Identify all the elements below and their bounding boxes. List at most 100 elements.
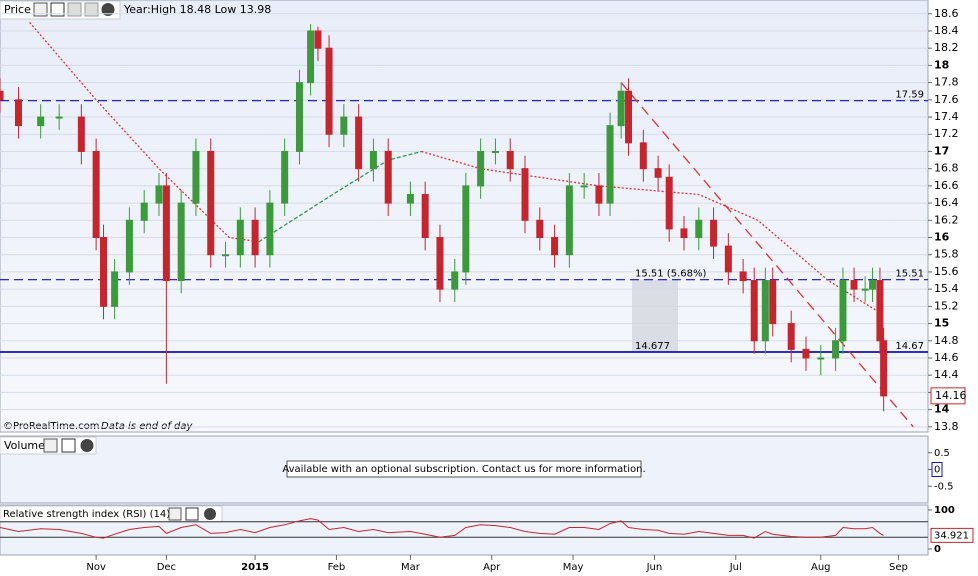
candle-body xyxy=(314,30,322,49)
settings-icon[interactable] xyxy=(43,438,58,453)
candle-body xyxy=(536,219,544,239)
close-icon[interactable] xyxy=(204,508,216,520)
candle-body xyxy=(695,219,703,239)
rsi-panel xyxy=(0,504,929,556)
candle-body xyxy=(100,237,108,307)
candle-body xyxy=(266,202,274,256)
window-icon[interactable] xyxy=(61,438,76,453)
candle-body xyxy=(724,245,732,273)
candle-body xyxy=(832,340,840,359)
y-tick-label: 0.5 xyxy=(934,448,950,459)
candle-body xyxy=(140,202,148,221)
y-tick-label: 16.4 xyxy=(934,196,959,209)
x-tick-label: Nov xyxy=(86,562,106,573)
y-tick-label: 17 xyxy=(934,144,949,157)
candle-body xyxy=(850,280,858,290)
candle-body xyxy=(369,150,377,170)
x-tick-label: Apr xyxy=(483,562,501,573)
candle-body xyxy=(665,176,673,230)
year-high-low: Year:High 18.48 Low 13.98 xyxy=(123,3,271,16)
settings-icon[interactable] xyxy=(33,2,48,17)
subscription-message: Available with an optional subscription.… xyxy=(282,464,645,475)
rsi-title: Relative strength index (RSI) (14) xyxy=(3,509,170,520)
candle-body xyxy=(817,357,825,360)
moving-average xyxy=(29,21,259,243)
candle-body xyxy=(750,280,758,342)
candle-body xyxy=(565,185,573,256)
x-tick-label: Jul xyxy=(729,562,742,573)
candle-body xyxy=(37,116,45,127)
down-icon[interactable] xyxy=(84,2,99,17)
candle-body xyxy=(207,150,215,256)
candle-body xyxy=(451,271,459,290)
candle-body xyxy=(355,116,363,170)
candle-body xyxy=(654,168,662,178)
candle-body xyxy=(162,185,170,282)
range-zone xyxy=(632,279,678,352)
candle-body xyxy=(876,280,884,342)
window-icon[interactable] xyxy=(185,507,199,521)
volume-title: Volume xyxy=(4,439,45,452)
y-tick-label: 17.2 xyxy=(934,127,959,140)
candle-body xyxy=(295,82,303,152)
level-label: 14.67 xyxy=(895,341,924,352)
candle-body xyxy=(710,219,718,247)
window-icon[interactable] xyxy=(50,2,65,17)
up-icon[interactable] xyxy=(67,2,82,17)
candle-body xyxy=(880,340,888,397)
candle-body xyxy=(155,185,163,204)
candle-body xyxy=(192,150,200,204)
candle-body xyxy=(551,237,559,256)
y-tick-label: 17.4 xyxy=(934,110,959,123)
volume-toolbar: Volume xyxy=(0,436,97,455)
candle-body xyxy=(281,150,289,204)
panel-title: Price xyxy=(4,3,31,16)
x-tick-label: Aug xyxy=(811,562,831,573)
x-tick-label: May xyxy=(563,562,584,573)
candle-body xyxy=(739,271,747,282)
candle-body xyxy=(384,150,392,204)
y-tick-label: 15 xyxy=(934,317,949,330)
zero-box xyxy=(931,462,943,477)
candle-body xyxy=(77,116,85,152)
level-note: 15.51 (5.68%) xyxy=(635,269,706,280)
price-toolbar: Price Year:High 18.48 Low 13.98 xyxy=(0,0,271,20)
candle-body xyxy=(861,288,869,291)
y-tick-label: 15.4 xyxy=(934,282,959,295)
level-label: 17.59 xyxy=(895,90,924,101)
candle-body xyxy=(421,193,429,239)
candle-body xyxy=(55,116,63,119)
close-icon[interactable] xyxy=(80,439,94,452)
candle-body xyxy=(436,237,444,290)
candle-body xyxy=(111,271,119,307)
last-price: 14.16 xyxy=(935,389,967,402)
candle-body xyxy=(307,30,315,84)
y-tick-label: 0 xyxy=(934,465,940,476)
y-tick-label: 14.6 xyxy=(934,351,959,364)
trend-line xyxy=(620,82,914,428)
candle-body xyxy=(639,142,647,170)
level-label: 15.51 xyxy=(895,269,924,280)
candle-body xyxy=(617,90,625,127)
settings-icon[interactable] xyxy=(168,507,182,521)
candle-body xyxy=(787,323,795,350)
level-note: 14.677 xyxy=(635,341,670,352)
y-tick-label: 15.2 xyxy=(934,299,959,312)
message-box xyxy=(286,460,642,478)
rsi-toolbar: Relative strength index (RSI) (14) xyxy=(0,505,223,523)
candle-body xyxy=(325,47,333,135)
close-icon[interactable] xyxy=(101,3,115,16)
x-tick-label: Mar xyxy=(401,562,421,573)
rsi-line xyxy=(0,518,884,539)
y-tick-label: 14.4 xyxy=(934,368,959,381)
rsi-last: 34.921 xyxy=(934,530,969,541)
y-tick-label: 17.8 xyxy=(934,76,959,89)
candle-body xyxy=(595,185,603,204)
moving-average xyxy=(258,150,422,243)
y-tick-label: 18.2 xyxy=(934,41,959,54)
y-tick-label: 0 xyxy=(934,544,941,555)
y-tick-label: 14.8 xyxy=(934,334,959,347)
candle-body xyxy=(506,150,514,170)
y-tick-label: 16.6 xyxy=(934,179,959,192)
